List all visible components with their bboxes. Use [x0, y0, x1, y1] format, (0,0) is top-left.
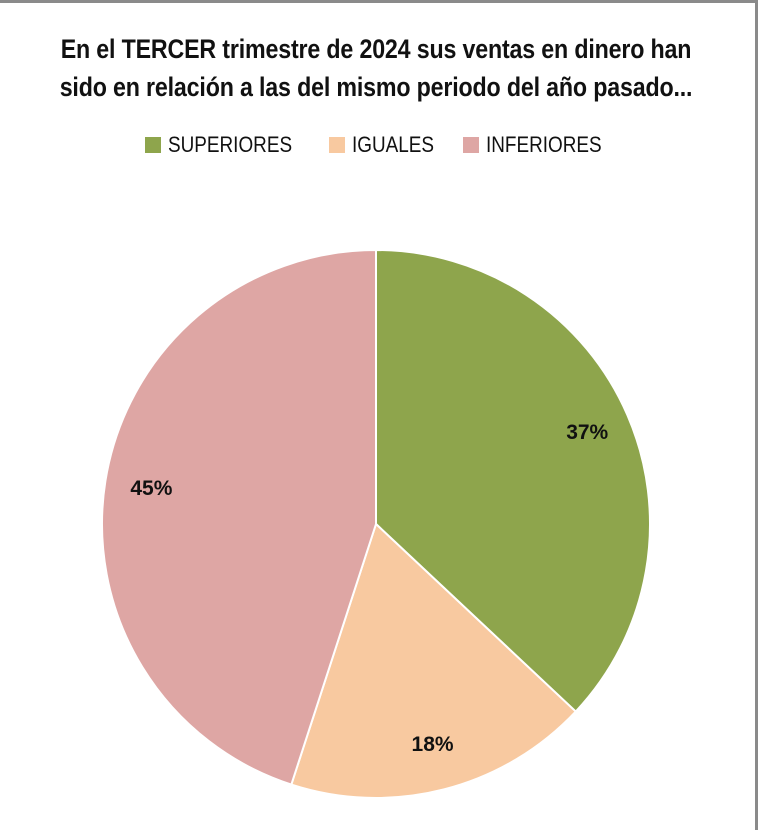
data-label-iguales: 18%: [412, 733, 454, 756]
pie-slice-superiores: [375, 248, 651, 713]
legend-label-superiores: SUPERIORES: [168, 132, 293, 157]
legend-item-superiores: SUPERIORES: [145, 132, 298, 158]
legend-swatch-superiores: [145, 137, 162, 153]
legend-item-inferiores: INFERIORES: [463, 132, 606, 158]
legend-label-inferiores: INFERIORES: [486, 132, 602, 157]
legend-label-iguales: IGUALES: [351, 132, 434, 157]
legend-item-iguales: IGUALES: [328, 132, 434, 158]
legend-swatch-iguales: [328, 137, 345, 153]
data-label-inferiores: 45%: [130, 477, 172, 500]
chart-title: En el TERCER trimestre de 2024 sus venta…: [53, 30, 700, 106]
chart-legend: SUPERIORES IGUALES INFERIORES: [0, 132, 752, 158]
pie-slice-iguales: [290, 522, 578, 799]
chart-title-line-1: En el TERCER trimestre de 2024 sus venta…: [60, 34, 692, 64]
pie-data-labels: 37% 18% 45%: [130, 421, 608, 756]
data-label-superiores: 37%: [566, 421, 608, 444]
legend-swatch-inferiores: [463, 137, 480, 153]
chart-title-line-2: sido en relación a las del mismo periodo…: [59, 72, 693, 102]
pie-slices: [101, 248, 651, 799]
pie-slice-inferiores: [101, 248, 377, 786]
